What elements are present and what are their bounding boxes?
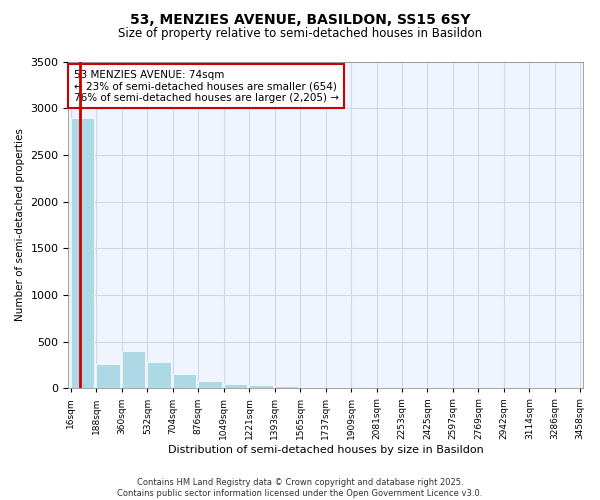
Bar [122,351,145,389]
Bar [224,384,247,388]
Bar [300,387,323,388]
Bar [71,118,94,388]
Bar [249,386,272,388]
Y-axis label: Number of semi-detached properties: Number of semi-detached properties [15,128,25,322]
X-axis label: Distribution of semi-detached houses by size in Basildon: Distribution of semi-detached houses by … [168,445,484,455]
Text: 53 MENZIES AVENUE: 74sqm
← 23% of semi-detached houses are smaller (654)
76% of : 53 MENZIES AVENUE: 74sqm ← 23% of semi-d… [74,70,338,103]
Text: Size of property relative to semi-detached houses in Basildon: Size of property relative to semi-detach… [118,28,482,40]
Bar [173,374,196,388]
Bar [198,381,222,388]
Bar [97,364,120,388]
Bar [275,386,298,388]
Text: Contains HM Land Registry data © Crown copyright and database right 2025.
Contai: Contains HM Land Registry data © Crown c… [118,478,482,498]
Bar [148,362,171,388]
Text: 53, MENZIES AVENUE, BASILDON, SS15 6SY: 53, MENZIES AVENUE, BASILDON, SS15 6SY [130,12,470,26]
